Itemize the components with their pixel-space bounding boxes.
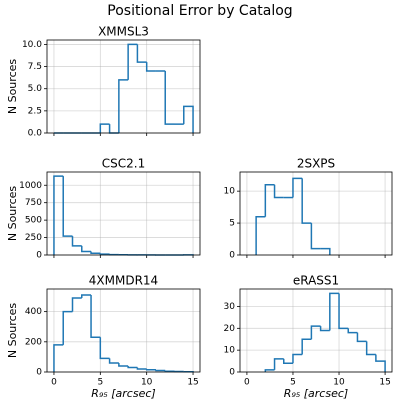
subplot-title: 2SXPS <box>297 157 335 171</box>
y-axis-label: N Sources <box>6 186 19 242</box>
x-tick-label: 5 <box>290 378 296 388</box>
histogram-step <box>90 295 101 339</box>
y-tick-label: 250 <box>25 233 42 243</box>
y-tick-label: 5 <box>229 219 235 229</box>
y-tick-label: 10 <box>224 187 236 197</box>
subplot-title: CSC2.1 <box>102 157 145 171</box>
axes-frame <box>239 171 393 256</box>
histogram-step <box>338 293 349 330</box>
histogram-step <box>145 368 156 371</box>
histogram-step <box>108 124 119 134</box>
histogram-step <box>90 251 101 255</box>
histogram-step <box>53 175 64 255</box>
subplot-title: XMMSL3 <box>98 25 149 39</box>
subplot-title: eRASS1 <box>293 274 339 288</box>
histogram-step <box>255 215 266 255</box>
y-tick-label: 0 <box>229 368 235 378</box>
x-tick-label: 15 <box>379 378 390 388</box>
x-tick-label: 10 <box>141 378 153 388</box>
histogram-step <box>81 294 92 299</box>
y-tick-label: 30 <box>224 302 236 312</box>
axes-frame <box>239 288 393 373</box>
histogram-step <box>301 178 312 224</box>
y-tick-label: 0 <box>36 251 42 261</box>
figure-title: Positional Error by Catalog <box>107 3 292 19</box>
y-tick-label: 1000 <box>19 181 42 191</box>
histogram-step <box>99 253 110 255</box>
y-tick-label: 2.5 <box>28 106 42 116</box>
x-axis-label: R₉₅ [arcsec] <box>284 387 348 400</box>
histogram-step <box>155 369 166 372</box>
y-tick-label: 200 <box>25 337 42 347</box>
histogram-step <box>81 245 92 253</box>
y-tick-label: 400 <box>25 307 42 317</box>
histogram-step <box>347 328 358 334</box>
histogram-step <box>183 105 194 133</box>
y-tick-label: 500 <box>25 216 42 226</box>
histogram-step <box>127 43 138 80</box>
histogram-step <box>292 353 303 364</box>
y-tick-label: 5.0 <box>28 84 43 94</box>
histogram-step <box>264 369 275 372</box>
histogram-step <box>118 79 129 133</box>
histogram-step <box>273 184 284 199</box>
histogram-step <box>310 325 321 340</box>
y-tick-label: 0 <box>229 251 235 261</box>
histogram-step <box>62 310 73 345</box>
histogram-step <box>310 223 321 250</box>
histogram-step <box>164 71 175 125</box>
x-tick-label: 15 <box>187 378 198 388</box>
histogram-step <box>264 184 275 217</box>
histogram-step <box>99 337 110 360</box>
histogram-step <box>71 297 82 312</box>
x-tick-label: 0 <box>244 378 250 388</box>
histogram-step <box>62 176 73 237</box>
histogram-step <box>118 362 129 367</box>
x-tick-label: 5 <box>97 378 103 388</box>
histogram-step <box>136 44 147 63</box>
histogram-step <box>164 370 175 372</box>
histogram-step <box>292 177 303 198</box>
histogram-step <box>283 358 293 365</box>
x-tick-label: 10 <box>333 378 345 388</box>
histogram-step <box>145 62 156 72</box>
histogram-step <box>375 354 386 372</box>
histogram-step <box>53 344 64 372</box>
y-tick-label: 750 <box>25 198 42 208</box>
histogram-step <box>108 358 119 364</box>
y-tick-label: 7.5 <box>28 62 42 72</box>
histogram-step <box>319 326 330 332</box>
histogram-step <box>136 367 147 370</box>
axes-frame <box>46 288 201 373</box>
histogram-step <box>99 123 110 133</box>
x-tick-label: 0 <box>51 378 57 388</box>
y-axis-label: N Sources <box>6 303 19 359</box>
y-axis-label: N Sources <box>6 59 19 115</box>
histogram-step <box>356 332 367 343</box>
y-tick-label: 20 <box>224 324 236 334</box>
histogram-step <box>329 292 340 331</box>
y-tick-label: 0.0 <box>28 129 43 139</box>
axes-frame <box>46 171 201 256</box>
axes-frame <box>46 39 201 134</box>
y-tick-label: 10.0 <box>22 40 42 50</box>
histogram-step <box>320 247 331 255</box>
histogram-step <box>273 358 284 370</box>
x-axis-label: R₉₅ [arcsec] <box>91 387 155 400</box>
subplot-title: 4XMMDR14 <box>89 274 158 288</box>
histogram-step <box>301 338 312 355</box>
y-tick-label: 0 <box>36 368 42 378</box>
histogram-step <box>127 365 138 369</box>
y-tick-label: 10 <box>224 346 236 356</box>
histogram-step <box>365 341 376 356</box>
histogram-step <box>71 236 82 247</box>
